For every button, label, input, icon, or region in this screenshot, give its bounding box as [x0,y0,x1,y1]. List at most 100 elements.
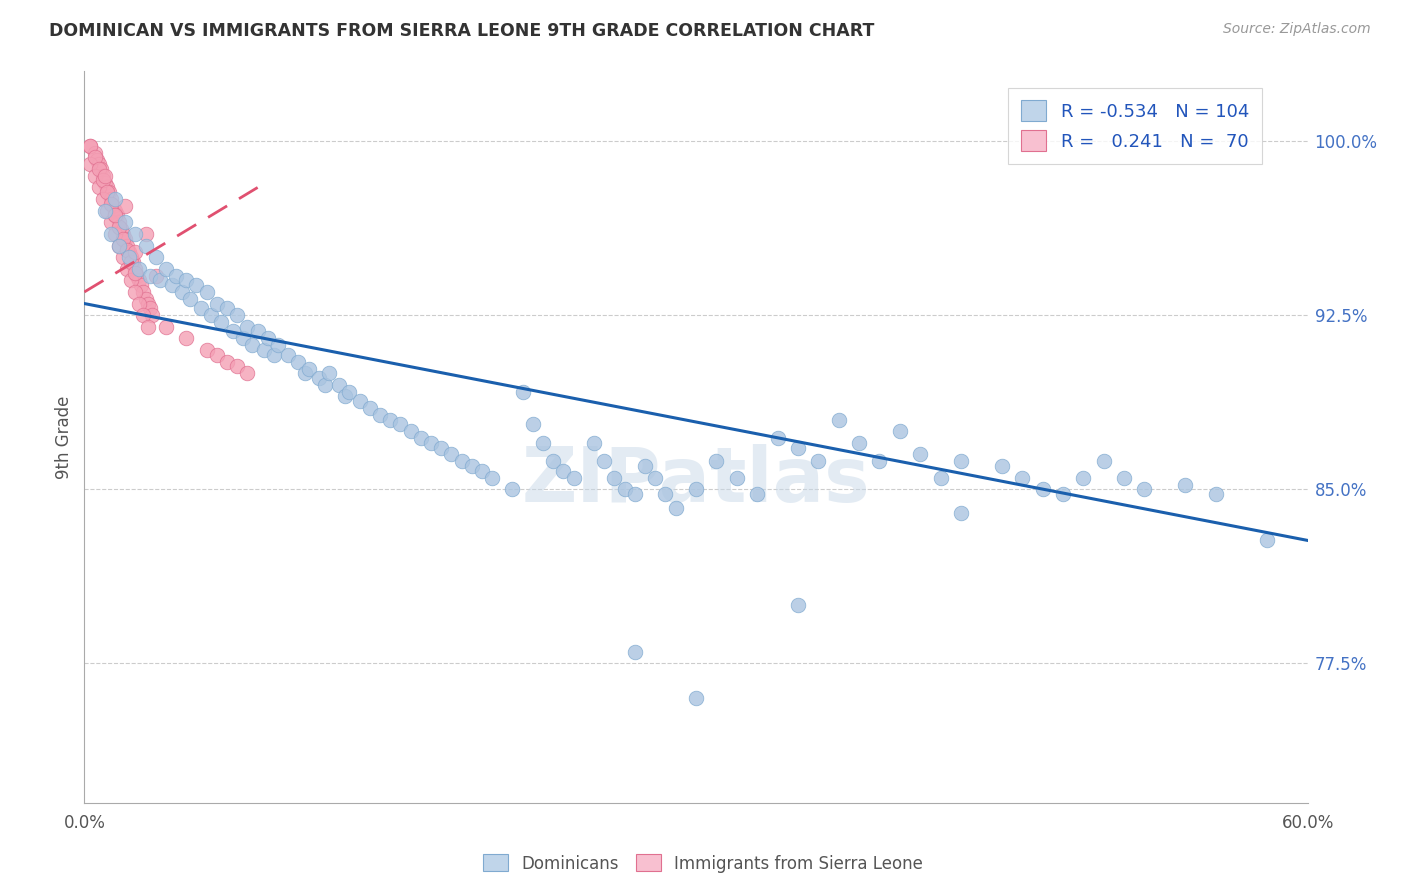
Point [807,454,830,468]
Point [96,185,118,199]
Point [100,227,122,241]
Point [246,325,269,339]
Point [450,454,472,468]
Point [138,301,160,316]
Point [1011,471,1033,485]
Point [562,471,585,485]
Point [226,359,249,374]
Text: Source: ZipAtlas.com: Source: ZipAtlas.com [1223,22,1371,37]
Point [787,599,810,613]
Point [1073,471,1095,485]
Point [543,454,565,468]
Point [253,343,276,357]
Point [83,150,105,164]
Point [128,261,150,276]
Point [91,169,114,183]
Point [174,273,197,287]
Point [120,254,142,268]
Point [257,331,280,345]
Point [136,296,159,310]
Point [308,371,330,385]
Point [145,268,167,283]
Point [910,448,932,462]
Point [128,296,150,310]
Point [665,500,688,515]
Point [654,487,676,501]
Point [96,203,118,218]
Point [124,245,146,260]
Point [294,366,316,380]
Point [105,208,128,222]
Legend: Dominicans, Immigrants from Sierra Leone: Dominicans, Immigrants from Sierra Leone [477,847,929,880]
Point [1092,454,1115,468]
Point [1114,471,1136,485]
Point [298,361,321,376]
Point [950,454,973,468]
Point [209,315,232,329]
Point [359,401,381,415]
Point [349,394,371,409]
Point [115,243,138,257]
Point [104,208,127,222]
Point [135,227,157,241]
Point [90,161,112,176]
Point [368,408,391,422]
Point [93,203,115,218]
Point [217,354,239,368]
Point [205,348,228,362]
Point [104,203,127,218]
Point [108,238,131,252]
Point [766,431,789,445]
Point [593,454,616,468]
Point [869,454,891,468]
Point [339,384,361,399]
Point [136,319,159,334]
Point [263,348,285,362]
Point [389,417,412,432]
Point [93,169,115,183]
Point [512,384,534,399]
Point [118,250,141,264]
Point [725,471,748,485]
Point [236,319,259,334]
Point [100,196,122,211]
Point [420,436,443,450]
Point [217,301,239,316]
Point [685,691,707,706]
Point [160,277,183,292]
Point [335,389,357,403]
Point [86,153,108,167]
Point [149,273,172,287]
Point [87,180,110,194]
Point [190,301,212,316]
Point [115,261,138,276]
Point [127,268,149,283]
Point [124,285,146,299]
Point [104,227,127,241]
Point [624,487,647,501]
Point [97,185,120,199]
Point [179,292,201,306]
Point [828,412,851,426]
Point [112,231,135,245]
Point [114,231,136,245]
Point [87,161,110,176]
Point [108,215,131,229]
Point [583,436,606,450]
Point [1133,483,1156,497]
Point [93,176,115,190]
Point [118,245,141,260]
Text: ZIPatlas: ZIPatlas [522,444,870,518]
Point [115,238,138,252]
Point [481,471,503,485]
Point [131,277,153,292]
Point [399,424,422,438]
Point [200,308,222,322]
Point [471,464,494,478]
Point [83,169,105,183]
Point [124,266,146,280]
Point [461,459,484,474]
Point [1256,533,1278,548]
Point [430,441,453,455]
Point [79,157,101,171]
